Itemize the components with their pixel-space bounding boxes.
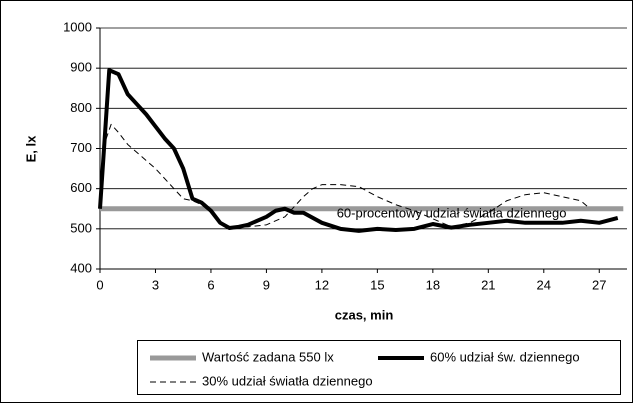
y-tick-label: 900 bbox=[70, 60, 92, 75]
legend-label: 60% udział św. dziennego bbox=[430, 349, 580, 364]
x-tick-label: 0 bbox=[96, 277, 103, 292]
x-tick-label: 12 bbox=[315, 277, 329, 292]
y-tick-label: 600 bbox=[70, 180, 92, 195]
y-tick-label: 500 bbox=[70, 220, 92, 235]
x-tick-label: 21 bbox=[481, 277, 495, 292]
x-tick-label: 15 bbox=[370, 277, 384, 292]
y-tick-label: 400 bbox=[70, 260, 92, 275]
y-axis-label: E, lx bbox=[23, 135, 38, 163]
annotation: 60-procentowy udział światła dziennego bbox=[337, 205, 567, 220]
data-line bbox=[98, 68, 619, 233]
x-tick-label: 6 bbox=[207, 277, 214, 292]
y-tick-label: 700 bbox=[70, 140, 92, 155]
y-tick-label: 1000 bbox=[63, 19, 92, 34]
x-tick-label: 9 bbox=[263, 277, 270, 292]
legend-label: Wartość zadana 550 lx bbox=[202, 349, 334, 364]
x-tick-label: 18 bbox=[426, 277, 440, 292]
y-tick-label: 800 bbox=[70, 100, 92, 115]
x-axis-label: czas, min bbox=[335, 307, 394, 322]
x-tick-label: 3 bbox=[152, 277, 159, 292]
data-line bbox=[99, 123, 591, 228]
legend-label: 30% udział światła dziennego bbox=[202, 373, 373, 388]
x-tick-label: 24 bbox=[537, 277, 551, 292]
legend bbox=[137, 340, 621, 395]
x-tick-label: 27 bbox=[592, 277, 606, 292]
